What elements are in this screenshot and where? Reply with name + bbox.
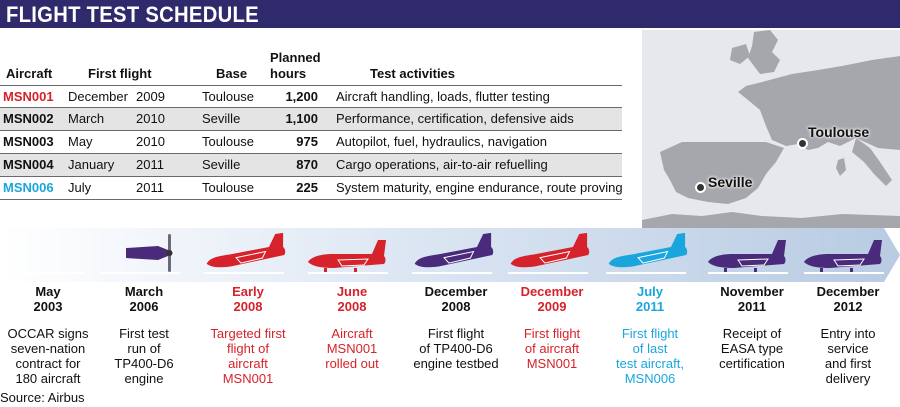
header-hours-line2: hours xyxy=(270,66,307,81)
base: Toulouse xyxy=(202,89,255,104)
test-activities: Autopilot, fuel, hydraulics, navigation xyxy=(336,134,548,149)
engine-propeller-icon xyxy=(126,234,173,272)
contract-line xyxy=(4,272,84,274)
base: Toulouse xyxy=(202,180,255,195)
red-aircraft-flying-icon xyxy=(206,232,286,268)
cyan-aircraft-flying-icon xyxy=(608,232,688,268)
first-flight-year: 2011 xyxy=(136,157,164,172)
table-row: MSN006 July 2011 Toulouse 225 System mat… xyxy=(0,177,623,200)
table-row: MSN002 March 2010 Seville 1,100 Performa… xyxy=(0,108,622,131)
header-aircraft: Aircraft xyxy=(6,66,53,81)
city-label-toulouse: Toulouse xyxy=(808,124,870,140)
planned-hours: 225 xyxy=(296,180,318,195)
event-description: First flight of TP400-D6 engine testbed xyxy=(413,326,499,371)
first-flight-year: 2010 xyxy=(136,134,165,149)
event-date: July 2011 xyxy=(635,284,665,314)
seville-marker-icon xyxy=(695,182,706,193)
planned-hours: 1,200 xyxy=(285,89,318,104)
test-activities: Performance, certification, defensive ai… xyxy=(336,111,574,126)
ground-line xyxy=(204,272,284,274)
test-activities: Cargo operations, air-to-air refuelling xyxy=(336,157,548,172)
ground-line xyxy=(606,272,686,274)
red-aircraft-ground-icon xyxy=(308,240,386,274)
toulouse-marker-icon xyxy=(797,138,808,149)
ground-line xyxy=(708,272,788,274)
first-flight-year: 2010 xyxy=(136,111,165,126)
event-date: Early 2008 xyxy=(232,284,264,314)
purple-aircraft-ground-icon xyxy=(804,240,882,274)
first-flight-year: 2009 xyxy=(136,89,165,104)
table-row: MSN001 December 2009 Toulouse 1,200 Airc… xyxy=(0,85,622,108)
event-description: First test run of TP400-D6 engine xyxy=(114,326,174,386)
header-test-activities: Test activities xyxy=(370,66,456,81)
aircraft-id: MSN002 xyxy=(3,111,54,126)
event-date: June 2008 xyxy=(336,284,368,314)
first-flight-month: January xyxy=(68,157,115,172)
event-description: Targeted first flight of aircraft MSN001 xyxy=(210,326,286,386)
event-date: November 2011 xyxy=(720,284,784,314)
event-date: December 2009 xyxy=(520,284,584,314)
map-landmass xyxy=(642,30,900,228)
aircraft-id: MSN004 xyxy=(3,157,54,172)
europe-map: Toulouse Seville xyxy=(642,30,900,228)
event-description: First flight of last test aircraft, MSN006 xyxy=(616,326,684,386)
ground-line xyxy=(412,272,492,274)
red-aircraft-flying-icon xyxy=(510,232,590,268)
planned-hours: 870 xyxy=(296,157,318,172)
city-label-seville: Seville xyxy=(708,174,753,190)
event-description: First flight of aircraft MSN001 xyxy=(523,326,581,371)
ground-line xyxy=(308,272,388,274)
purple-aircraft-ground-icon xyxy=(708,240,786,274)
aircraft-id: MSN006 xyxy=(3,180,54,195)
table-row: MSN004 January 2011 Seville 870 Cargo op… xyxy=(0,154,622,177)
first-flight-month: December xyxy=(68,89,128,104)
event-date: December 2012 xyxy=(816,284,880,314)
header-base: Base xyxy=(216,66,248,81)
title-bar: FLIGHT TEST SCHEDULE xyxy=(0,0,900,28)
ground-line xyxy=(100,272,180,274)
test-activities: Aircraft handling, loads, flutter testin… xyxy=(336,89,550,104)
header-first-flight: First flight xyxy=(88,66,152,81)
event-description: OCCAR signs seven-nation contract for 180 a… xyxy=(7,326,89,386)
base: Seville xyxy=(202,111,241,126)
source-credit: Source: Airbus xyxy=(0,390,85,405)
event-description: Aircraft MSN001 rolled out xyxy=(325,326,379,371)
first-flight-year: 2011 xyxy=(136,180,164,195)
test-activities: System maturity, engine endurance, route… xyxy=(336,180,623,195)
ground-line xyxy=(804,272,884,274)
aircraft-id: MSN003 xyxy=(3,134,54,149)
event-date: May 2003 xyxy=(33,284,63,314)
purple-aircraft-flying-icon xyxy=(414,232,494,268)
planned-hours: 975 xyxy=(296,134,318,149)
first-flight-month: May xyxy=(68,134,93,149)
page-title: FLIGHT TEST SCHEDULE xyxy=(6,2,259,27)
base: Toulouse xyxy=(202,134,255,149)
event-date: March 2006 xyxy=(124,284,164,314)
ground-line xyxy=(508,272,588,274)
event-description: Receipt of EASA type certification xyxy=(719,326,785,371)
base: Seville xyxy=(202,157,241,172)
header-hours-line1: Planned xyxy=(270,50,321,65)
event-description: Entry into service and first delivery xyxy=(820,326,876,386)
planned-hours: 1,100 xyxy=(285,111,318,126)
event-date: December 2008 xyxy=(424,284,488,314)
table-row: MSN003 May 2010 Toulouse 975 Autopilot, … xyxy=(0,131,622,154)
first-flight-month: July xyxy=(68,180,92,195)
first-flight-month: March xyxy=(68,111,105,126)
aircraft-id: MSN001 xyxy=(3,89,54,104)
